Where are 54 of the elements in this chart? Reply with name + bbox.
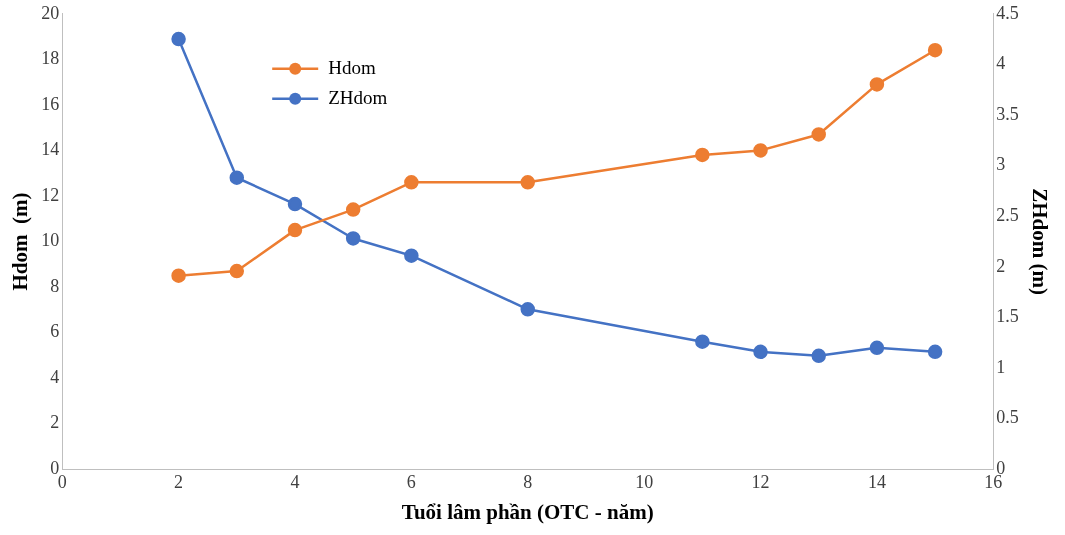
legend-label: Hdom bbox=[328, 56, 376, 78]
x-tick-label: 14 bbox=[867, 471, 886, 492]
x-tick-label: 8 bbox=[523, 471, 533, 492]
x-tick-label: 2 bbox=[174, 471, 184, 492]
y-tick-label: 20 bbox=[41, 2, 60, 23]
x-axis-title: Tuổi lâm phần (OTC - năm) bbox=[401, 499, 654, 524]
point bbox=[695, 334, 710, 349]
point bbox=[811, 348, 826, 364]
x-tick-label: 4 bbox=[290, 471, 300, 492]
y-tick-label: 8 bbox=[50, 275, 60, 296]
y-tick-label: 6 bbox=[50, 321, 60, 342]
point bbox=[811, 127, 826, 142]
y2-tick-label: 3 bbox=[996, 154, 1006, 175]
point bbox=[229, 263, 245, 279]
point bbox=[927, 42, 943, 58]
x-tick-label: 6 bbox=[406, 471, 416, 492]
point bbox=[404, 248, 419, 263]
y2-tick-label: 1 bbox=[996, 356, 1006, 377]
point bbox=[869, 340, 885, 356]
y2-tick-label: 1.5 bbox=[996, 306, 1019, 327]
point bbox=[345, 231, 361, 246]
point bbox=[171, 268, 186, 283]
point bbox=[345, 202, 361, 217]
y-tick-label: 2 bbox=[50, 412, 60, 433]
point bbox=[287, 222, 303, 238]
y-tick-label: 14 bbox=[41, 139, 60, 160]
point bbox=[927, 344, 943, 360]
y-tick-label: 16 bbox=[41, 93, 60, 114]
y2-tick-label: 0.5 bbox=[996, 407, 1019, 428]
x-tick-label: 12 bbox=[751, 471, 770, 492]
y2-tick-label: 3.5 bbox=[996, 103, 1019, 124]
y-axis-title: Hdom (m) bbox=[8, 192, 33, 291]
point bbox=[520, 302, 535, 317]
point bbox=[229, 170, 245, 185]
y-tick-label: 4 bbox=[50, 366, 60, 387]
legend-label: ZHdom bbox=[328, 86, 388, 108]
y2-tick-label: 4.5 bbox=[996, 2, 1019, 23]
point bbox=[520, 175, 535, 190]
y-tick-label: 0 bbox=[50, 457, 60, 478]
y2-tick-label: 2 bbox=[996, 255, 1006, 276]
y-tick-label: 12 bbox=[41, 184, 60, 205]
y2-tick-label: 2.5 bbox=[996, 204, 1019, 225]
y2-tick-label: 4 bbox=[996, 53, 1006, 74]
y2-axis-title: ZHdom (m) bbox=[1027, 188, 1052, 295]
point bbox=[287, 196, 303, 212]
point bbox=[695, 147, 710, 163]
x-tick-label: 10 bbox=[635, 471, 654, 492]
point bbox=[404, 175, 419, 190]
point bbox=[171, 31, 186, 47]
point bbox=[753, 143, 768, 158]
y-tick-label: 10 bbox=[41, 230, 60, 251]
y-tick-label: 18 bbox=[41, 48, 60, 69]
point bbox=[753, 344, 768, 360]
point bbox=[869, 77, 885, 92]
